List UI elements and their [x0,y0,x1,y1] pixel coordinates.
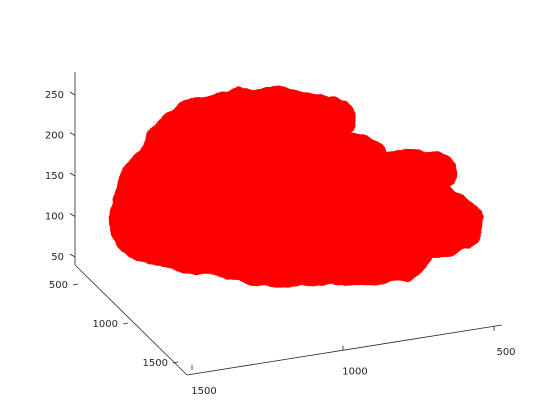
y-tick-500-label: 500 [49,280,68,291]
z-tick-100-label: 100 [45,212,64,223]
surface-body [108,87,482,288]
y-tick-1000-label: 1000 [93,319,118,330]
y-tick-1000-mark [122,322,129,325]
z-tick-250-label: 250 [45,90,64,101]
x-tick-1500-label: 1500 [191,386,216,397]
z-tick-100-mark [69,213,76,217]
z-tick-50-label: 50 [51,252,64,263]
y-tick-500-mark [72,283,79,286]
y-tick-1500-label: 1500 [143,358,168,369]
z-tick-200-label: 200 [45,131,64,142]
tick-group: 50 100 150 200 250 500 1000 1500 500 1000 1500 [45,90,516,397]
x-tick-1000-label: 1000 [342,367,367,378]
z-tick-150-mark [69,172,76,177]
z-tick-50-mark [69,253,76,258]
z-tick-150-label: 150 [45,171,64,182]
z-tick-250-mark [69,91,76,96]
axes-3d [74,72,503,376]
x-tick-500-label: 500 [496,347,515,358]
y-tick-1500-mark [172,361,179,364]
x-axis-line [186,324,503,376]
surface-mesh [108,87,482,288]
z-tick-200-mark [69,132,76,136]
y-axis-line [74,264,188,376]
